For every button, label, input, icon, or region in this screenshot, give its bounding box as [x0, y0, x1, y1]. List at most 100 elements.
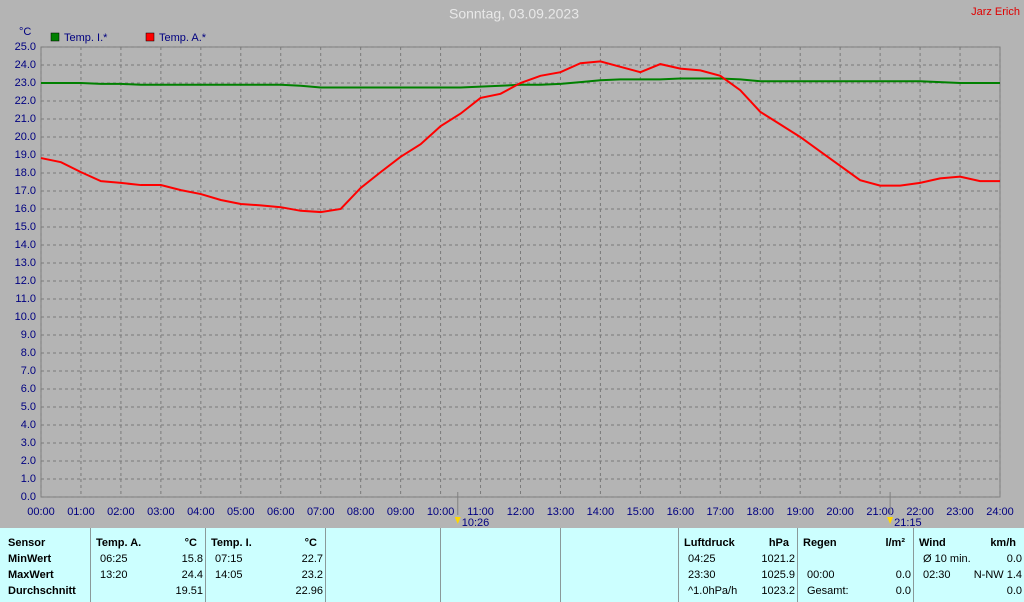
marker-label: 10:26: [462, 517, 490, 529]
x-tick-label: 23:00: [946, 506, 974, 518]
x-tick-label: 21:00: [866, 506, 894, 518]
header: Regen: [803, 537, 837, 549]
y-tick-label: 18.0: [15, 167, 36, 179]
y-tick-label: 13.0: [15, 257, 36, 269]
y-tick-label: 20.0: [15, 131, 36, 143]
header: Wind: [919, 537, 946, 549]
cell: 15.8: [182, 553, 203, 565]
cell: Ø 10 min.: [923, 553, 971, 565]
x-tick-label: 01:00: [67, 506, 95, 518]
legend-label: Temp. A.*: [159, 32, 207, 44]
y-tick-label: 11.0: [15, 293, 36, 305]
cell: 23:30: [688, 569, 716, 581]
y-tick-label: 21.0: [15, 113, 36, 125]
x-tick-label: 03:00: [147, 506, 175, 518]
cell: 1025.9: [761, 569, 795, 581]
x-tick-label: 16:00: [667, 506, 695, 518]
cell: 0.0: [1007, 553, 1022, 565]
y-tick-label: 16.0: [15, 203, 36, 215]
x-tick-label: 15:00: [627, 506, 655, 518]
cell: 23.2: [302, 569, 323, 581]
cell: ^1.0hPa/h: [688, 585, 737, 597]
y-tick-label: 5.0: [21, 401, 36, 413]
y-tick-label: 8.0: [21, 347, 36, 359]
x-tick-label: 09:00: [387, 506, 415, 518]
cell: 07:15: [215, 553, 243, 565]
table-lines: [90, 528, 914, 602]
cell: 02:30: [923, 569, 951, 581]
cell: Gesamt:: [807, 585, 849, 597]
chart-title: Sonntag, 03.09.2023: [449, 6, 579, 22]
y-tick-label: 4.0: [21, 419, 36, 431]
y-tick-label: 9.0: [21, 329, 36, 341]
x-tick-label: 18:00: [746, 506, 774, 518]
cell: 14:05: [215, 569, 243, 581]
x-tick-label: 14:00: [587, 506, 615, 518]
table-background: [0, 528, 1024, 602]
x-tick-label: 22:00: [906, 506, 934, 518]
x-tick-label: 19:00: [786, 506, 814, 518]
cell: 0.0: [896, 585, 911, 597]
x-tick-label: 10:00: [427, 506, 455, 518]
legend-swatch: [50, 32, 60, 42]
x-tick-label: 12:00: [507, 506, 535, 518]
legend-label: Temp. I.*: [64, 32, 108, 44]
cell: 22.7: [302, 553, 323, 565]
cell: 0.0: [896, 569, 911, 581]
y-tick-label: 1.0: [21, 473, 36, 485]
header-unit: °C: [305, 537, 317, 549]
x-tick-label: 04:00: [187, 506, 215, 518]
cell: N-NW 1.4: [974, 569, 1022, 581]
author: Jarz Erich: [971, 6, 1020, 18]
marker-arrow: [887, 517, 894, 524]
series-line: [40, 60, 1000, 214]
y-tick-label: 15.0: [15, 221, 36, 233]
x-tick-label: 02:00: [107, 506, 135, 518]
x-tick-label: 00:00: [27, 506, 55, 518]
y-tick-label: 7.0: [21, 365, 36, 377]
series-line: [41, 77, 1000, 89]
x-tick-label: 06:00: [267, 506, 295, 518]
row-label: MaxWert: [8, 569, 54, 581]
y-tick-label: 19.0: [15, 149, 36, 161]
cell: 24.4: [182, 569, 203, 581]
x-tick-label: 05:00: [227, 506, 255, 518]
cell: 06:25: [100, 553, 128, 565]
cell: 1021.2: [761, 553, 795, 565]
x-tick-label: 11:00: [467, 506, 494, 518]
header-unit: hPa: [769, 537, 790, 549]
header: Temp. A.: [96, 537, 141, 549]
marker-arrow: [454, 517, 461, 524]
x-tick-label: 07:00: [307, 506, 335, 518]
cell: 1023.2: [761, 585, 795, 597]
y-tick-label: 10.0: [15, 311, 36, 323]
cell: 22.96: [295, 585, 323, 597]
y-tick-label: 12.0: [15, 275, 36, 287]
header: Luftdruck: [684, 537, 736, 549]
x-tick-label: 13:00: [547, 506, 575, 518]
marker-label: 21:15: [894, 517, 922, 529]
cell: 0.0: [1007, 585, 1022, 597]
x-tick-label: 20:00: [826, 506, 854, 518]
cell: 04:25: [688, 553, 716, 565]
y-tick-label: 3.0: [21, 437, 36, 449]
cell: 19.51: [175, 585, 203, 597]
y-tick-label: 6.0: [21, 383, 36, 395]
cell: 13:20: [100, 569, 128, 581]
legend-swatch: [145, 32, 155, 42]
y-unit: °C: [19, 26, 31, 38]
header-unit: km/h: [990, 537, 1016, 549]
x-tick-label: 17:00: [707, 506, 735, 518]
cell: 00:00: [807, 569, 835, 581]
row-label: Sensor: [8, 537, 46, 549]
row-label: MinWert: [8, 553, 52, 565]
header: Temp. I.: [211, 537, 252, 549]
y-tick-label: 23.0: [15, 77, 36, 89]
y-tick-label: 0.0: [21, 491, 36, 503]
x-tick-label: 08:00: [347, 506, 375, 518]
header-unit: °C: [185, 537, 197, 549]
y-tick-label: 25.0: [15, 41, 36, 53]
row-label: Durchschnitt: [8, 585, 76, 597]
